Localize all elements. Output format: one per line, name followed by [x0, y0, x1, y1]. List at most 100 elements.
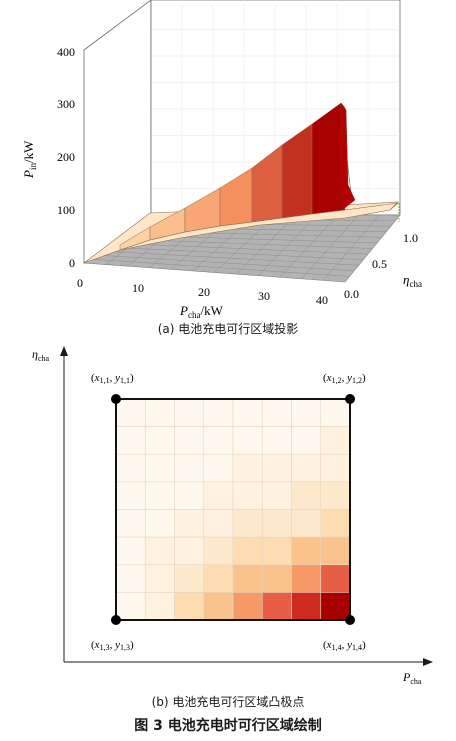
surface-lower-edge [119, 202, 399, 251]
y-tick-0-5: 0.5 [372, 257, 387, 271]
region-cell [261, 426, 292, 455]
region-cell [144, 453, 175, 483]
region-cell [291, 426, 322, 455]
region-cell [203, 592, 234, 621]
surface-right-edge [340, 102, 400, 222]
x-tick-20: 20 [198, 285, 210, 299]
region-cell [203, 481, 234, 510]
y-tick-0-0: 0.0 [344, 287, 359, 301]
region-cell [232, 536, 263, 566]
z-axis: 0 100 200 300 400 Pin/kW [21, 45, 75, 270]
region-cell [174, 426, 205, 455]
y-axis: 0.0 0.5 1.0 ηcha [344, 231, 422, 301]
region-cell [291, 453, 322, 483]
panel-b-2d-plot: (x1,1, y1,1) (x1,2, y1,2) (x1,3, y1,3) (… [32, 346, 433, 686]
region-cell [115, 592, 146, 621]
region-cell [115, 564, 146, 593]
region-cell [174, 592, 205, 621]
vertex-top-left [111, 394, 121, 404]
region-cell [203, 426, 234, 455]
region-cell [115, 481, 146, 510]
region-cell [174, 536, 205, 566]
vertex-top-right [345, 394, 355, 404]
region-cell [115, 509, 146, 538]
z-tick-100: 100 [57, 203, 75, 217]
region-cell [203, 536, 234, 566]
region-cell [261, 564, 292, 593]
region-cell [232, 453, 263, 483]
y-tick-1-0: 1.0 [403, 231, 418, 245]
panel-b-y-axis-label: ηcha [32, 347, 50, 363]
z-tick-200: 200 [57, 150, 75, 164]
region-cell [291, 536, 322, 566]
region-cell [261, 481, 292, 510]
region-cell [203, 453, 234, 483]
region-cell [291, 398, 322, 427]
region-cell [320, 481, 351, 510]
region-cell [174, 398, 205, 427]
region-cell [174, 564, 205, 593]
region-cell [291, 564, 322, 593]
z-axis-label: Pin/kW [21, 140, 38, 179]
region-cell [144, 592, 175, 621]
region-cell [115, 453, 146, 483]
region-cell [203, 509, 234, 538]
x-tick-0: 0 [77, 276, 83, 290]
region-cell [144, 564, 175, 593]
region-cell [232, 592, 263, 621]
panel-a-3d-plot: 0 100 200 300 400 Pin/kW 0 10 20 30 40 P… [21, 0, 422, 320]
x-axis-label: Pcha/kW [179, 303, 224, 320]
feasible-region-border [115, 398, 351, 621]
region-cell [232, 564, 263, 593]
region-cell [144, 398, 175, 427]
region-cell [144, 426, 175, 455]
vertex-label-top-left: (x1,1, y1,1) [91, 372, 134, 385]
region-cell [144, 536, 175, 566]
vertex-label-top-right: (x1,2, y1,2) [323, 372, 366, 385]
region-cell [291, 481, 322, 510]
region-cell [320, 509, 351, 538]
y-axis-label: ηcha [403, 272, 422, 289]
vertex-label-bottom-left: (x1,3, y1,3) [91, 639, 134, 652]
region-cell [320, 398, 351, 427]
region-cell [232, 426, 263, 455]
region-cell [320, 564, 351, 593]
region-cell [174, 453, 205, 483]
region-cell [232, 398, 263, 427]
vertex-label-bottom-right: (x1,4, y1,4) [323, 639, 366, 652]
x-tick-10: 10 [132, 281, 144, 295]
region-cell [261, 509, 292, 538]
region-cell [232, 481, 263, 510]
region-cell [174, 481, 205, 510]
region-cell [144, 481, 175, 510]
z-tick-0: 0 [69, 256, 75, 270]
panel-b-x-axis-label: Pcha [402, 670, 422, 686]
region-cell [261, 592, 292, 621]
region-cell [115, 398, 146, 427]
region-cell [144, 509, 175, 538]
region-cell [291, 509, 322, 538]
panel-a-caption: (a) 电池充电可行区域投影 [157, 322, 299, 336]
region-cell [291, 592, 322, 621]
x-axis: 0 10 20 30 40 Pcha/kW [77, 276, 328, 320]
region-cell [174, 509, 205, 538]
z-tick-400: 400 [57, 45, 75, 59]
panel-b-axes [60, 346, 433, 666]
region-cell [203, 398, 234, 427]
region-cell [261, 536, 292, 566]
region-cell [203, 564, 234, 593]
panel-b-caption: (b) 电池充电可行区域凸极点 [151, 695, 305, 709]
x-tick-40: 40 [316, 293, 328, 307]
region-cell [115, 536, 146, 566]
region-cell [320, 426, 351, 455]
vertex-bottom-left [111, 615, 121, 625]
surface-rising-wedge [119, 102, 399, 251]
region-cell [115, 426, 146, 455]
x-tick-30: 30 [258, 289, 270, 303]
figure-title: 图 3 电池充电时可行区域绘制 [134, 718, 322, 734]
floor-gridline [323, 214, 380, 281]
region-cell [320, 453, 351, 483]
feasible-region-grid [115, 398, 351, 621]
region-cell [320, 592, 351, 621]
